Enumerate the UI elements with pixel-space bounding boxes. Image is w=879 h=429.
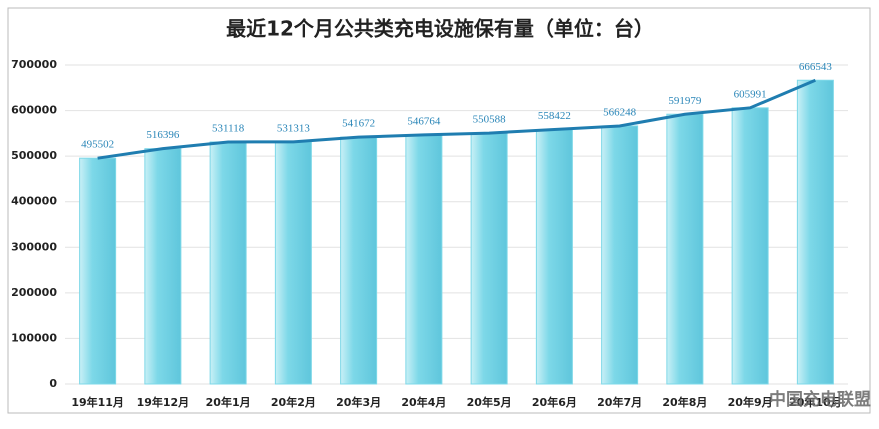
value-label: 566248 xyxy=(603,106,637,118)
chart-title: 最近12个月公共类充电设施保有量（单位：台） xyxy=(226,17,654,41)
bar xyxy=(79,157,117,385)
value-label: 591979 xyxy=(668,95,702,107)
value-label: 516396 xyxy=(146,129,180,141)
x-tick-label: 19年12月 xyxy=(137,395,190,409)
value-label: 605991 xyxy=(734,88,767,100)
y-tick-label: 300000 xyxy=(11,240,57,253)
y-tick-label: 100000 xyxy=(11,331,57,344)
value-label: 558422 xyxy=(538,110,571,122)
x-tick-label: 20年6月 xyxy=(532,395,577,409)
bar xyxy=(666,113,704,385)
value-label: 495502 xyxy=(81,139,114,151)
bar xyxy=(796,79,834,385)
bar xyxy=(144,148,182,385)
x-tick-label: 20年8月 xyxy=(662,395,707,409)
frame xyxy=(7,7,871,414)
bar xyxy=(470,132,508,385)
y-tick-label: 700000 xyxy=(11,58,57,71)
y-tick-label: 200000 xyxy=(11,286,57,299)
x-tick-label: 20年7月 xyxy=(597,395,642,409)
bar xyxy=(209,141,247,385)
x-tick-label: 20年5月 xyxy=(467,395,512,409)
x-tick-label: 20年3月 xyxy=(336,395,381,409)
bar xyxy=(405,134,443,385)
y-tick-label: 500000 xyxy=(11,149,57,162)
x-tick-label: 19年11月 xyxy=(71,395,124,409)
bar xyxy=(274,141,312,385)
bar xyxy=(340,136,378,385)
value-label: 666543 xyxy=(799,61,833,73)
y-tick-label: 400000 xyxy=(11,195,57,208)
x-tick-label: 20年4月 xyxy=(401,395,446,409)
x-tick-label: 20年10月 xyxy=(789,395,842,409)
value-label: 546764 xyxy=(407,115,441,127)
watermark: 中国充电联盟 xyxy=(769,389,871,410)
x-tick-label: 20年2月 xyxy=(271,395,316,409)
bar xyxy=(731,107,769,385)
bar xyxy=(601,125,639,385)
value-label: 550588 xyxy=(473,114,507,126)
y-tick-label: 0 xyxy=(49,377,57,390)
bar xyxy=(535,129,573,385)
value-label: 531118 xyxy=(212,122,245,134)
x-tick-label: 20年9月 xyxy=(728,395,773,409)
value-label: 541672 xyxy=(342,118,375,130)
trend-line xyxy=(97,78,816,160)
y-tick-label: 600000 xyxy=(11,104,57,117)
x-tick-label: 20年1月 xyxy=(206,395,251,409)
value-label: 531313 xyxy=(277,122,311,134)
